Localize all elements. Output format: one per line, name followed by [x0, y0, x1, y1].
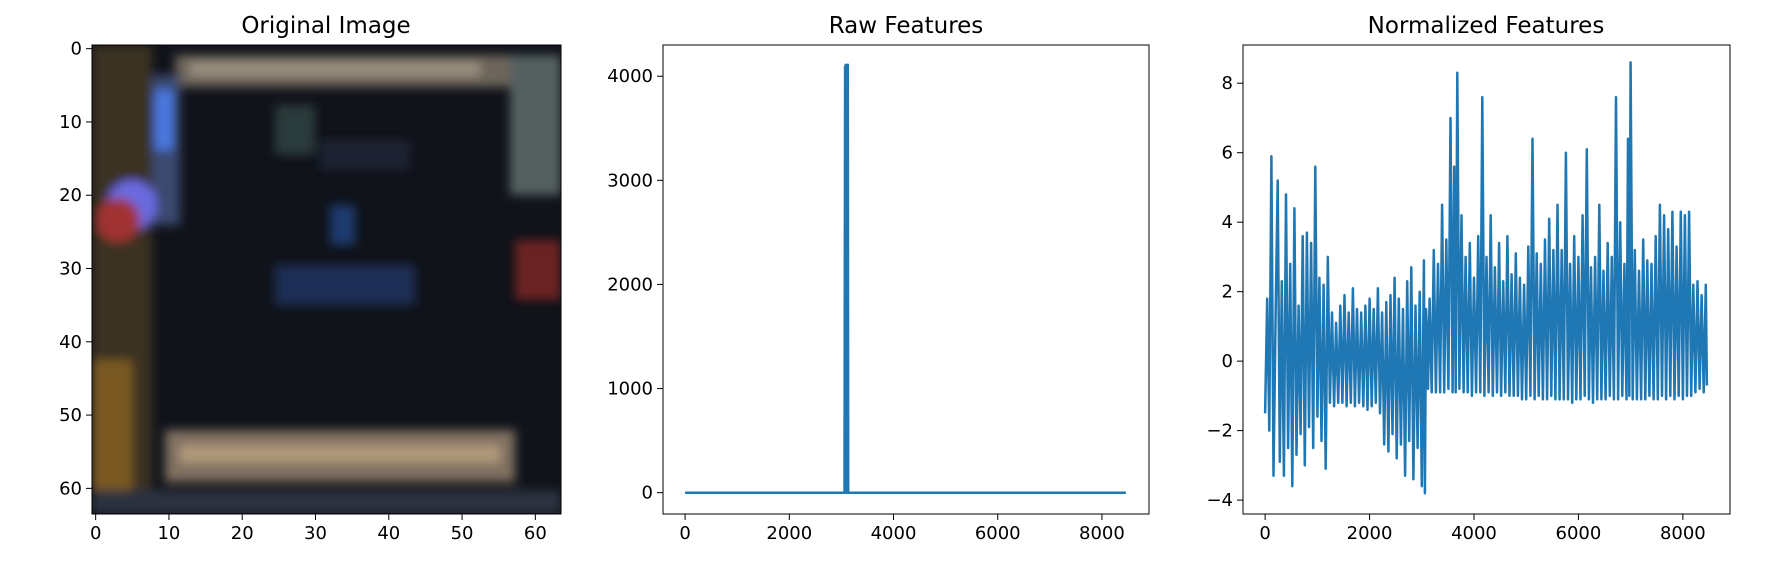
raw-features-ytick-label: 2000 — [607, 274, 653, 295]
normalized-features-ytick-label: −4 — [1206, 490, 1233, 511]
normalized-features-xtick-label: 2000 — [1347, 523, 1393, 544]
normalized-features-series-line — [1263, 61, 1709, 495]
raw-features-ytick-label: 4000 — [607, 66, 653, 87]
original-image-ytick-label: 50 — [59, 405, 82, 426]
original-image-xtick-label: 0 — [90, 523, 101, 544]
chart-title-original-image: Original Image — [241, 13, 410, 39]
original-image-ticks: 0 10 20 30 40 50 60 0 10 20 30 40 50 60 — [59, 39, 547, 544]
raw-features-xtick-label: 4000 — [871, 523, 917, 544]
original-image-ytick-label: 10 — [59, 112, 82, 133]
original-image-xtick-label: 10 — [157, 523, 180, 544]
original-image-ytick-label: 40 — [59, 332, 82, 353]
normalized-features-xtick-label: 8000 — [1660, 523, 1706, 544]
normalized-features-xtick-label: 4000 — [1451, 523, 1497, 544]
normalized-features-ytick-label: 4 — [1222, 212, 1233, 233]
normalized-features-ytick-label: −2 — [1206, 421, 1233, 442]
raw-features-ytick-label: 1000 — [607, 379, 653, 400]
normalized-features-panel: Normalized Features 0 2000 4000 6000 8000 −4 −… — [1206, 13, 1731, 544]
original-image-ytick-label: 30 — [59, 259, 82, 280]
normalized-features-ytick-label: 8 — [1222, 73, 1233, 94]
normalized-features-ytick-label: 6 — [1222, 143, 1233, 164]
normalized-features-ytick-label: 0 — [1222, 351, 1233, 372]
original-image-ytick-label: 60 — [59, 478, 82, 499]
original-image-xtick-label: 20 — [231, 523, 254, 544]
normalized-features-ytick-label: 2 — [1222, 282, 1233, 303]
original-image-ytick-label: 0 — [71, 39, 82, 60]
original-image-ytick-label: 20 — [59, 185, 82, 206]
raw-features-xtick-label: 0 — [679, 523, 690, 544]
raw-features-xtick-label: 2000 — [766, 523, 812, 544]
chart-title-raw-features: Raw Features — [829, 13, 984, 39]
raw-features-xtick-label: 8000 — [1079, 523, 1125, 544]
original-image-xtick-label: 60 — [524, 523, 547, 544]
original-image — [92, 45, 561, 514]
raw-features-panel: Raw Features 0 2000 4000 6000 8000 0 1000 2000 3… — [607, 13, 1150, 544]
raw-features-ytick-label: 0 — [642, 483, 653, 504]
original-image-panel: Original Image — [59, 13, 562, 544]
original-image-xtick-label: 50 — [451, 523, 474, 544]
original-image-xtick-label: 40 — [377, 523, 400, 544]
chart-title-normalized-features: Normalized Features — [1368, 13, 1605, 39]
raw-features-series-line — [685, 63, 1126, 494]
normalized-features-xtick-label: 6000 — [1556, 523, 1602, 544]
raw-features-xtick-label: 6000 — [975, 523, 1021, 544]
original-image-xtick-label: 30 — [304, 523, 327, 544]
raw-features-ytick-label: 3000 — [607, 170, 653, 191]
normalized-features-xtick-label: 0 — [1259, 523, 1270, 544]
